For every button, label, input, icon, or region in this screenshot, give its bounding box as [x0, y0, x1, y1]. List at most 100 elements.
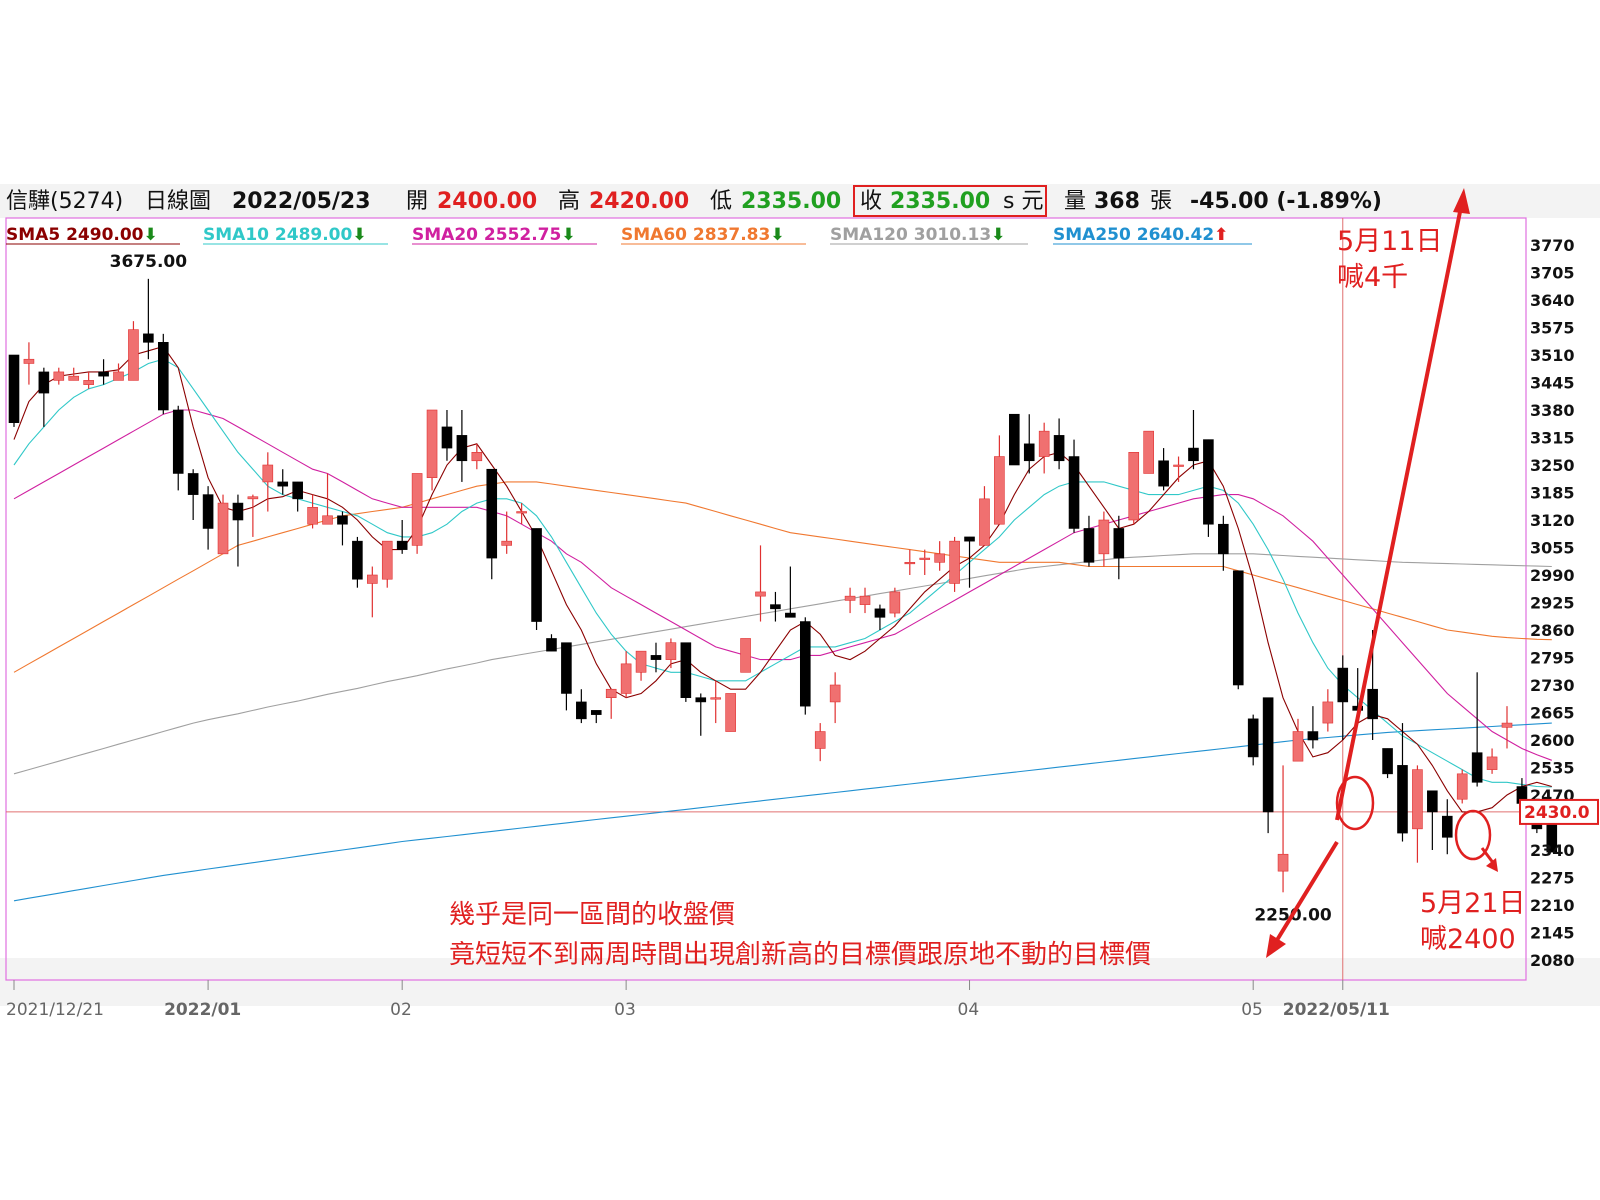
- candle: [844, 587, 856, 614]
- chart-type: 日線圖: [145, 189, 211, 214]
- candle-body: [889, 591, 901, 614]
- candle: [247, 494, 259, 537]
- candle: [979, 486, 990, 546]
- y-tick-label: 3770: [1530, 236, 1575, 255]
- candle: [516, 503, 527, 525]
- candle: [904, 549, 916, 575]
- y-tick-label: 2665: [1530, 704, 1575, 723]
- candle: [531, 528, 542, 630]
- open-value: 2400.00: [437, 189, 537, 214]
- candle-body: [38, 371, 50, 394]
- candle-body: [1158, 460, 1169, 487]
- y-tick-label: 2145: [1530, 924, 1575, 943]
- candle: [367, 566, 378, 618]
- sma-legend: SMA5 2490.00⬇ SMA10 2489.00⬇ SMA20 2552.…: [6, 225, 1252, 245]
- candle: [352, 536, 363, 588]
- candle: [785, 566, 796, 618]
- candle-body: [516, 511, 527, 514]
- header-strip: [0, 184, 1600, 218]
- y-tick-label: 2210: [1530, 896, 1575, 915]
- y-tick-label: 3120: [1530, 511, 1575, 530]
- candlesticks: [8, 278, 1558, 893]
- candle: [799, 617, 811, 715]
- candle-body: [1068, 456, 1080, 529]
- sma250-legend: SMA250 2640.42⬆: [1053, 225, 1228, 245]
- candle-body: [98, 371, 109, 377]
- candle: [1382, 748, 1393, 779]
- plot-frame: [5, 217, 1527, 981]
- y-tick-label: 2795: [1530, 649, 1575, 668]
- candle: [994, 435, 1005, 525]
- candle: [381, 540, 393, 588]
- candle-body: [561, 642, 572, 694]
- y-tick-label: 3185: [1530, 484, 1575, 503]
- candle: [307, 494, 318, 529]
- candle: [934, 541, 945, 571]
- candle-body: [1427, 790, 1438, 813]
- candle: [1068, 439, 1080, 533]
- candle-body: [1412, 769, 1423, 830]
- y-tick-label: 3250: [1530, 456, 1575, 475]
- candle: [546, 634, 557, 652]
- candle-body: [979, 498, 990, 546]
- y-tick-label: 2535: [1530, 759, 1575, 778]
- candle-body: [680, 642, 692, 698]
- y-tick-label: 2275: [1530, 869, 1575, 888]
- candle: [710, 680, 722, 724]
- volume-unit: 張: [1150, 189, 1172, 214]
- candle: [964, 536, 975, 588]
- candle: [1083, 515, 1095, 567]
- chart-date: 2022/05/23: [232, 189, 371, 214]
- candle-body: [1382, 748, 1393, 775]
- candle-body: [1203, 439, 1214, 525]
- x-axis-strip: [0, 958, 1600, 1006]
- candle-body: [785, 612, 796, 618]
- candle-body: [1501, 722, 1513, 728]
- stock-name: 信驊(5274): [6, 189, 123, 214]
- candle: [814, 723, 826, 762]
- candle-body: [874, 608, 886, 618]
- candle: [1456, 769, 1468, 804]
- may21-date-annotation: 5月21日: [1420, 888, 1526, 919]
- candle-body: [859, 595, 871, 605]
- change-value: -45.00 (-1.89%): [1190, 189, 1382, 214]
- candle-body: [650, 655, 662, 660]
- candle-body: [1173, 464, 1184, 467]
- candle: [1322, 689, 1334, 732]
- candle-body: [546, 638, 557, 652]
- sma20-line: [13, 409, 1552, 761]
- candle-body: [590, 710, 602, 715]
- candle-body: [1098, 519, 1110, 555]
- candle: [590, 710, 602, 724]
- moving-average-lines: [6, 218, 1552, 980]
- candle-body: [740, 638, 751, 673]
- candle-body: [262, 464, 274, 483]
- sma60-line: [13, 481, 1552, 673]
- candle: [1023, 414, 1035, 474]
- candle: [113, 363, 124, 381]
- close-value: 2335.00: [890, 189, 990, 214]
- candle: [740, 638, 751, 673]
- may21-target-annotation: 喊2400: [1420, 924, 1516, 955]
- candle-body: [1053, 435, 1065, 462]
- candle-body: [665, 642, 677, 660]
- note-arrow-head: [1266, 934, 1286, 958]
- current-price-text: 2430.0: [1524, 803, 1590, 823]
- candle-body: [844, 595, 856, 601]
- candle: [1397, 723, 1408, 842]
- candle-body: [1083, 528, 1095, 563]
- sma120-line: [13, 553, 1552, 775]
- candle: [8, 354, 20, 427]
- candle-body: [725, 693, 736, 732]
- volume-label: 量: [1064, 189, 1086, 214]
- candle-body: [770, 604, 781, 610]
- candle: [441, 410, 453, 461]
- candle-body: [501, 540, 512, 546]
- candle-body: [367, 574, 378, 584]
- candle-body: [919, 557, 931, 560]
- candle: [1113, 515, 1125, 580]
- sma120-legend: SMA120 3010.13⬇: [830, 225, 1005, 245]
- candle-body: [829, 684, 841, 703]
- candle-body: [1128, 452, 1140, 521]
- candle: [1292, 718, 1304, 762]
